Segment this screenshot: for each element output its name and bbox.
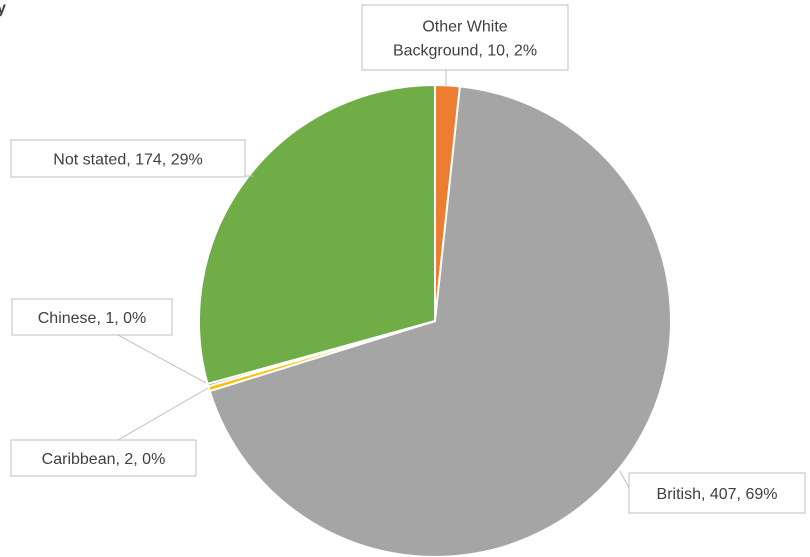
data-label-box-british xyxy=(628,472,806,514)
leader-line-chinese xyxy=(117,334,207,384)
data-label-other-white-background-line-2: Background, 10, 2% xyxy=(393,43,537,60)
data-label-british: British, 407, 69% xyxy=(657,486,778,503)
data-label-box-not-stated xyxy=(10,139,246,178)
leader-line-british xyxy=(619,470,630,489)
data-label-chinese: Chinese, 1, 0% xyxy=(38,310,147,327)
slices-layer xyxy=(198,83,672,557)
data-label-other-white-background-line-1: Other White xyxy=(422,19,507,36)
data-label-caribbean: Caribbean, 2, 0% xyxy=(42,451,166,468)
chart-title: y xyxy=(0,0,6,17)
data-label-box-caribbean xyxy=(10,439,197,477)
data-label-not-stated: Not stated, 174, 29% xyxy=(53,152,202,169)
data-label-box-other-white-background xyxy=(361,4,569,71)
slice-not-stated xyxy=(198,83,436,386)
labels-layer: Other White Background, 10, 2% British, 40… xyxy=(10,4,806,514)
data-label-box-chinese xyxy=(11,298,173,336)
leader-line-caribbean xyxy=(117,387,209,441)
slice-british xyxy=(208,85,672,557)
